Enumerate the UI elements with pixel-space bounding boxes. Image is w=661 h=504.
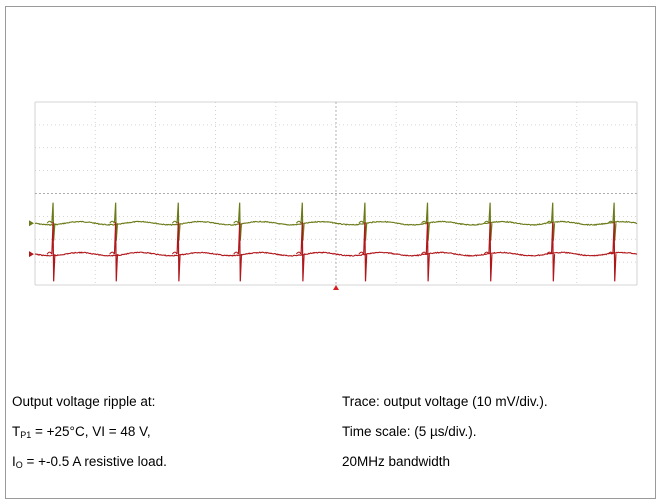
trace-spike-lower [176,222,181,282]
oscilloscope-plot [29,101,638,290]
trace-spike-upper [550,202,556,241]
trace-spike-lower [300,222,305,282]
trace-bump-upper [607,220,614,224]
trace-spike-lower [363,222,368,282]
caption-right-line-2: Time scale: (5 µs/div.). [342,424,477,439]
trace-spike-upper [612,202,617,241]
trace-spike-lower [237,222,243,282]
current-symbol: I [12,454,16,469]
trace-bump-lower [171,251,178,255]
trace-bump-upper [483,220,490,224]
trace-bump-upper [358,220,364,224]
trace-spike-upper [425,202,430,241]
trace-spike-lower [488,222,493,282]
temperature-symbol: T [12,424,21,439]
trace-bump-lower [421,251,427,255]
channel-marker-upper [29,220,34,227]
trace-bump-upper [421,220,427,224]
trace-bump-upper [233,220,239,224]
current-subscript: O [15,460,23,470]
trace-spike-upper [300,202,305,241]
caption-left: Output voltage ripple at: TP1 = +25°C, V… [12,394,167,484]
caption-left-line-1: Output voltage ripple at: [12,394,156,409]
trace-spike-upper [363,202,368,241]
trace-bump-lower [46,251,53,255]
caption-left-line-2: TP1 = +25°C, VI = 48 V, [12,424,167,454]
trace-bump-upper [295,220,302,224]
caption-right-line-1: Trace: output voltage (10 mV/div.). [342,394,548,409]
trace-spike-lower [425,222,430,282]
trace-spike-upper [488,202,493,241]
caption-right-line-3: 20MHz bandwidth [342,454,451,469]
trace-spike-upper [113,202,119,241]
temperature-condition: = +25°C, VI = 48 V, [31,424,151,439]
trace-bump-lower [546,251,552,255]
channel-marker-lower [29,251,34,258]
trace-bump-lower [295,251,302,255]
trace-spike-upper [51,202,56,241]
figure-frame [5,6,656,499]
trace-bump-lower [233,251,239,255]
trace-line-lower [34,251,638,257]
trace-bump-lower [358,251,364,255]
load-condition: = +-0.5 A resistive load. [22,454,167,469]
trace-spike-upper [176,202,181,241]
scope-traces [34,202,638,282]
trace-bump-lower [483,251,490,255]
trigger-marker [333,285,339,290]
trace-bump-upper [109,220,115,224]
caption-right: Trace: output voltage (10 mV/div.). Time… [342,394,548,484]
scope-grid [34,101,638,286]
trace-spike-lower [550,222,556,282]
trace-spike-lower [51,222,56,282]
temperature-subscript: P1 [20,430,32,440]
trace-line-upper [34,220,638,226]
scope-markers [29,220,339,290]
trace-spike-lower [113,222,119,282]
trace-bump-lower [607,251,614,255]
trace-bump-lower [109,251,115,255]
trace-bump-upper [46,220,53,224]
trace-spike-lower [612,222,617,282]
trace-bump-upper [171,220,178,224]
trace-bump-upper [546,220,552,224]
caption-left-line-3: IO = +-0.5 A resistive load. [12,454,167,484]
trace-spike-upper [237,202,243,241]
